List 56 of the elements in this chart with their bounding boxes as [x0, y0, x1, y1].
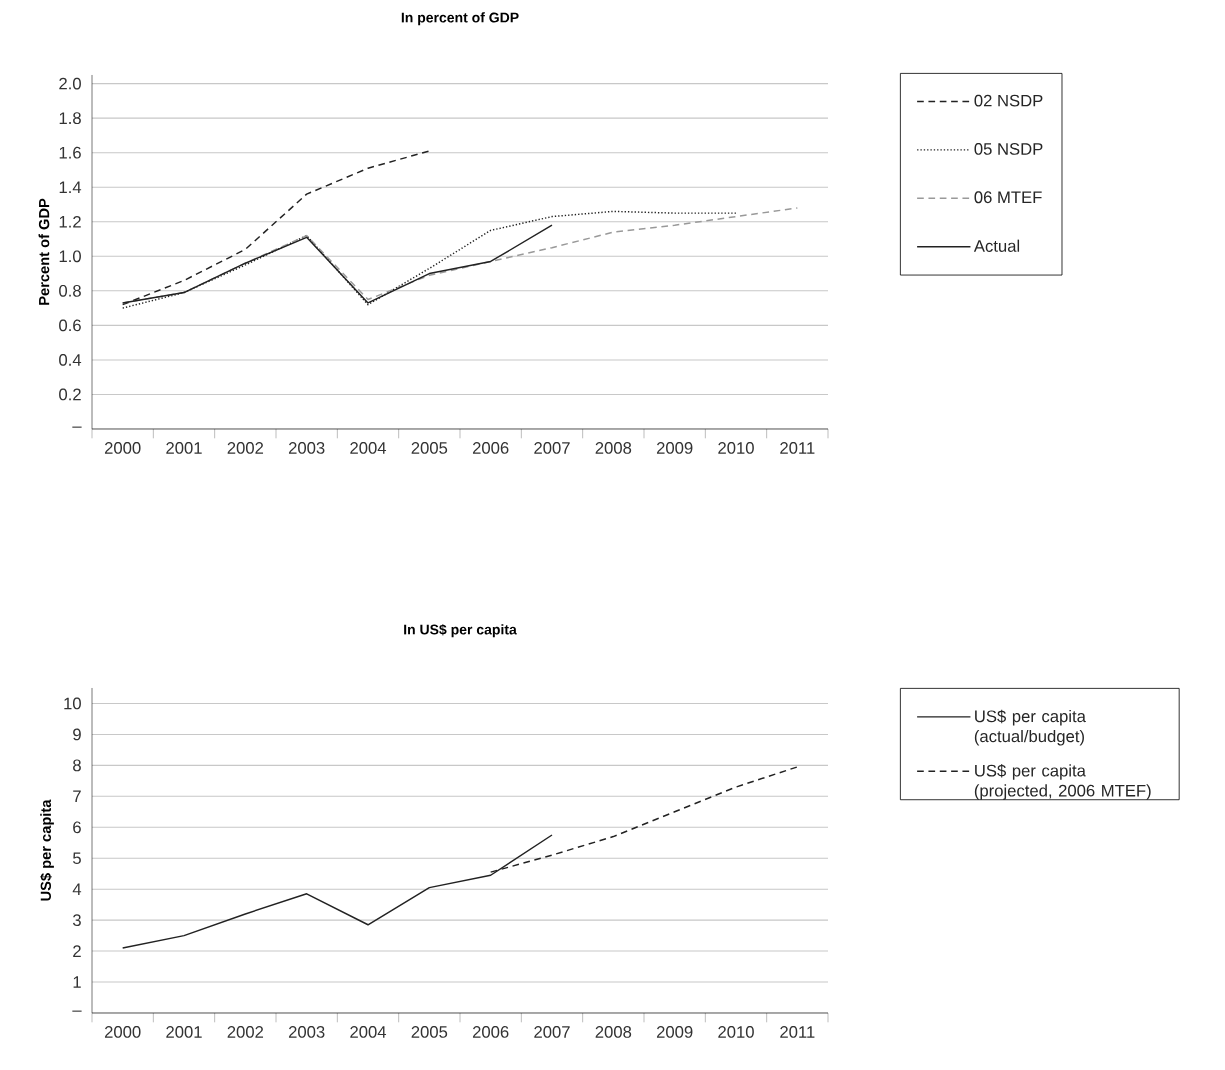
y-tick-label: 1.0: [59, 250, 81, 263]
y-axis-title: Percent of GDP: [38, 198, 50, 305]
x-tick-label: 2010: [718, 442, 754, 454]
x-tick-label: 2004: [350, 442, 387, 454]
x-tick-label: 2006: [472, 1026, 509, 1038]
y-tick-label: 7: [73, 790, 81, 803]
x-tick-label: 2000: [104, 1026, 141, 1038]
y-tick-label: 3: [72, 914, 81, 927]
y-tick-label: 1.6: [59, 146, 81, 159]
y-tick-label: 0.6: [59, 319, 81, 332]
y-tick-label: 9: [73, 728, 81, 741]
y-tick-label: 1.2: [59, 215, 81, 228]
x-tick-label: 2003: [288, 1026, 325, 1038]
x-tick-label: 2008: [595, 1026, 632, 1038]
y-tick-label: 0.2: [59, 388, 81, 401]
x-tick-label: 2001: [166, 1026, 202, 1038]
y-tick-label: 4: [72, 883, 82, 895]
x-tick-label: 2009: [656, 1026, 693, 1038]
x-tick-label: 2004: [350, 1026, 387, 1038]
x-tick-label: 2010: [718, 1026, 754, 1038]
chart-title: In US$ per capita: [404, 623, 517, 638]
x-tick-label: 2011: [780, 1026, 815, 1038]
y-tick-label: 6: [73, 821, 81, 834]
y-tick-label: 10: [64, 697, 81, 710]
legend-label: 05 NSDP: [974, 143, 1043, 155]
x-tick-label: 2006: [472, 442, 509, 454]
legend-label: US$ per capita (projected, 2006 MTEF): [974, 764, 1151, 800]
x-tick-label: 2001: [166, 442, 202, 454]
x-tick-label: 2003: [288, 442, 325, 454]
x-tick-label: 2009: [656, 442, 693, 454]
x-tick-label: 2007: [534, 1026, 570, 1038]
y-tick-label: –: [72, 426, 82, 428]
y-tick-label: 2.0: [59, 77, 81, 90]
y-tick-label: –: [72, 1010, 82, 1012]
y-tick-label: 1.4: [59, 181, 82, 193]
y-tick-label: 1: [73, 976, 81, 988]
x-tick-label: 2005: [411, 1026, 448, 1038]
x-tick-label: 2011: [780, 442, 815, 454]
y-axis-title: US$ per capita: [39, 799, 54, 901]
x-tick-label: 2005: [411, 442, 448, 454]
legend-label: 06 MTEF: [974, 191, 1042, 204]
y-tick-label: 1.8: [59, 112, 81, 125]
x-tick-label: 2007: [534, 442, 570, 454]
y-tick-label: 5: [73, 852, 81, 865]
legend-label: Actual: [973, 239, 1020, 252]
x-tick-label: 2008: [595, 442, 632, 454]
y-tick-label: 8: [73, 759, 81, 772]
chart-title: In percent of GDP: [401, 12, 519, 26]
x-tick-label: 2000: [104, 442, 141, 454]
legend-label: 02 NSDP: [974, 94, 1043, 107]
legend-label: US$ per capita (actual/budget): [974, 709, 1086, 746]
y-tick-label: 0.4: [59, 354, 82, 366]
x-tick-label: 2002: [227, 442, 264, 454]
y-tick-label: 0.8: [59, 284, 81, 297]
y-tick-label: 2: [73, 945, 81, 957]
x-tick-label: 2002: [227, 1026, 264, 1038]
